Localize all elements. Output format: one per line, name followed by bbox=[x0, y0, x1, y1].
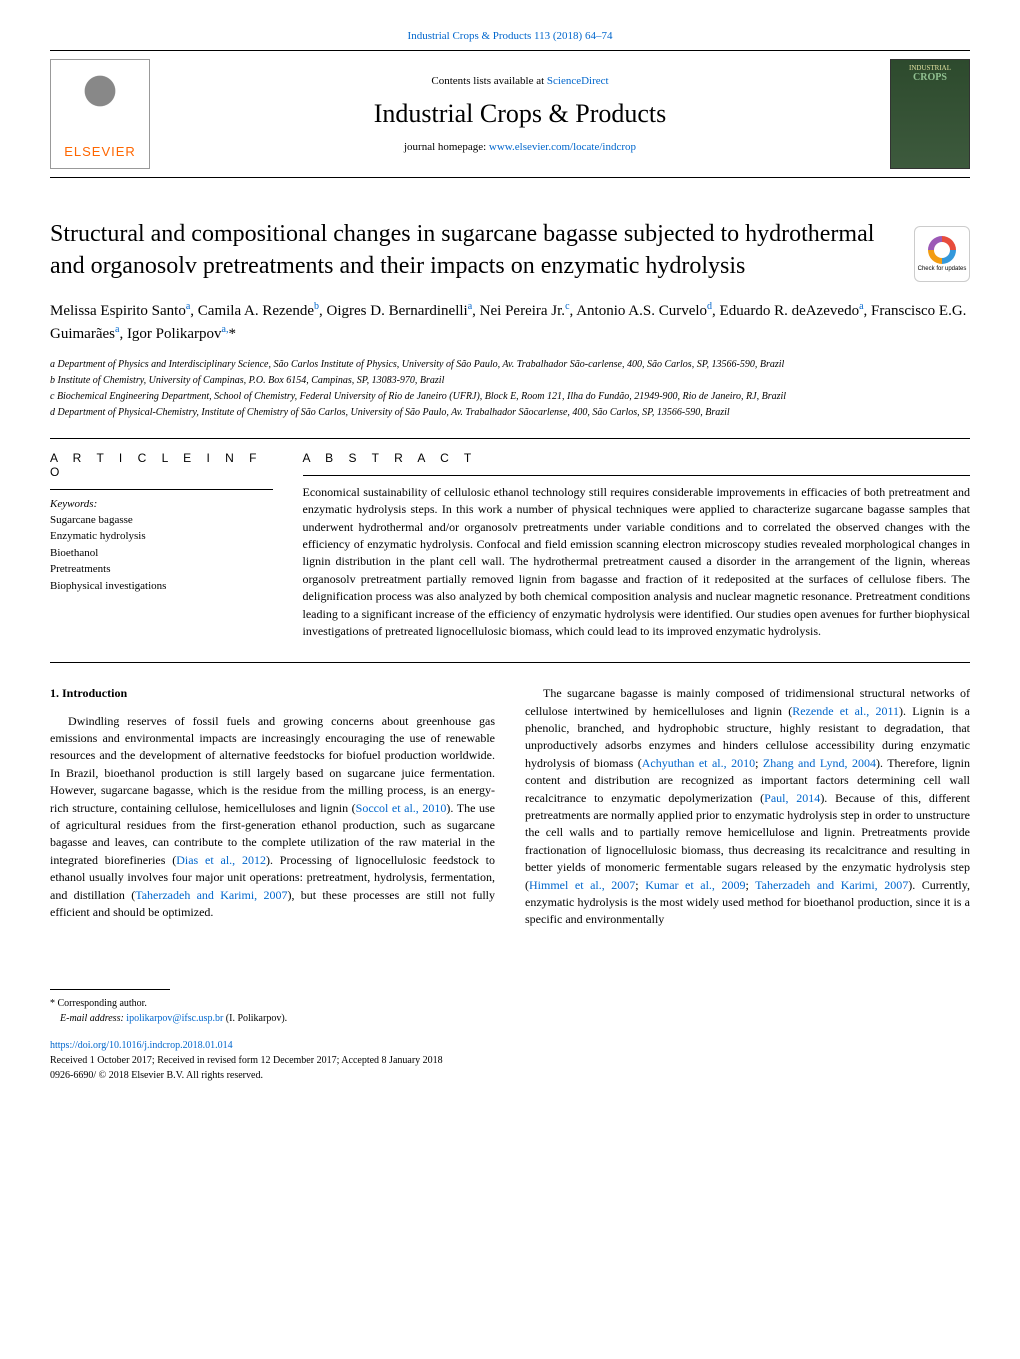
divider-top bbox=[50, 438, 970, 439]
article-title: Structural and compositional changes in … bbox=[50, 218, 894, 283]
top-citation-link[interactable]: Industrial Crops & Products 113 (2018) 6… bbox=[408, 30, 613, 42]
introduction-para2: The sugarcane bagasse is mainly composed… bbox=[525, 685, 970, 928]
elsevier-tree-icon bbox=[65, 70, 135, 140]
abstract-head: A B S T R A C T bbox=[303, 451, 971, 465]
introduction-para1: Dwindling reserves of fossil fuels and g… bbox=[50, 713, 495, 922]
keyword-3: Pretreatments bbox=[50, 561, 273, 578]
affiliation-b: b Institute of Chemistry, University of … bbox=[50, 374, 970, 388]
received-line: Received 1 October 2017; Received in rev… bbox=[50, 1053, 970, 1068]
divider-bottom bbox=[50, 662, 970, 663]
keyword-1: Enzymatic hydrolysis bbox=[50, 528, 273, 545]
elsevier-label: ELSEVIER bbox=[64, 144, 136, 159]
check-updates-label: Check for updates bbox=[918, 266, 967, 272]
email-link[interactable]: ipolikarpov@ifsc.usp.br bbox=[126, 1013, 223, 1024]
keyword-4: Biophysical investigations bbox=[50, 578, 273, 595]
contents-prefix: Contents lists available at bbox=[431, 75, 546, 87]
affiliation-d: d Department of Physical-Chemistry, Inst… bbox=[50, 406, 970, 420]
article-info-divider bbox=[50, 489, 273, 490]
journal-header: ELSEVIER Contents lists available at Sci… bbox=[50, 50, 970, 178]
info-abstract-columns: A R T I C L E I N F O Keywords: Sugarcan… bbox=[50, 451, 970, 641]
introduction-section: 1. Introduction Dwindling reserves of fo… bbox=[50, 685, 970, 928]
keyword-0: Sugarcane bagasse bbox=[50, 512, 273, 529]
abstract-col: A B S T R A C T Economical sustainabilit… bbox=[303, 451, 971, 641]
homepage-prefix: journal homepage: bbox=[404, 141, 489, 153]
email-suffix: (I. Polikarpov). bbox=[223, 1013, 287, 1024]
keyword-2: Bioethanol bbox=[50, 545, 273, 562]
contents-line: Contents lists available at ScienceDirec… bbox=[150, 75, 890, 87]
keywords-label: Keywords: bbox=[50, 498, 273, 510]
affiliation-a: a Department of Physics and Interdiscipl… bbox=[50, 358, 970, 372]
elsevier-logo: ELSEVIER bbox=[50, 59, 150, 169]
corresponding-author: * Corresponding author. bbox=[50, 996, 970, 1011]
introduction-head: 1. Introduction bbox=[50, 685, 495, 702]
authors-list: Melissa Espirito Santoa, Camila A. Rezen… bbox=[50, 299, 970, 346]
header-center: Contents lists available at ScienceDirec… bbox=[150, 75, 890, 153]
abstract-text: Economical sustainability of cellulosic … bbox=[303, 484, 971, 641]
sciencedirect-link[interactable]: ScienceDirect bbox=[547, 75, 609, 87]
journal-cover: INDUSTRIAL CROPS bbox=[890, 59, 970, 169]
cover-line2: CROPS bbox=[913, 72, 947, 83]
affiliation-c: c Biochemical Engineering Department, Sc… bbox=[50, 390, 970, 404]
footer-separator bbox=[50, 989, 170, 990]
check-updates-badge[interactable]: Check for updates bbox=[914, 226, 970, 282]
doi-link[interactable]: https://doi.org/10.1016/j.indcrop.2018.0… bbox=[50, 1040, 233, 1051]
keywords-list: Sugarcane bagasse Enzymatic hydrolysis B… bbox=[50, 512, 273, 595]
article-info-head: A R T I C L E I N F O bbox=[50, 451, 273, 479]
doi-block: https://doi.org/10.1016/j.indcrop.2018.0… bbox=[50, 1038, 970, 1083]
email-label: E-mail address: bbox=[60, 1013, 126, 1024]
title-row: Structural and compositional changes in … bbox=[50, 218, 970, 283]
homepage-line: journal homepage: www.elsevier.com/locat… bbox=[150, 141, 890, 153]
crossmark-icon bbox=[928, 236, 956, 264]
article-info-col: A R T I C L E I N F O Keywords: Sugarcan… bbox=[50, 451, 273, 641]
email-line: E-mail address: ipolikarpov@ifsc.usp.br … bbox=[50, 1011, 970, 1026]
copyright-line: 0926-6690/ © 2018 Elsevier B.V. All righ… bbox=[50, 1068, 970, 1083]
cover-line1: INDUSTRIAL bbox=[909, 64, 951, 72]
homepage-link[interactable]: www.elsevier.com/locate/indcrop bbox=[489, 141, 636, 153]
abstract-divider bbox=[303, 475, 971, 476]
top-citation: Industrial Crops & Products 113 (2018) 6… bbox=[50, 30, 970, 42]
journal-name: Industrial Crops & Products bbox=[150, 99, 890, 129]
footer: * Corresponding author. E-mail address: … bbox=[50, 996, 970, 1083]
affiliations: a Department of Physics and Interdiscipl… bbox=[50, 358, 970, 420]
